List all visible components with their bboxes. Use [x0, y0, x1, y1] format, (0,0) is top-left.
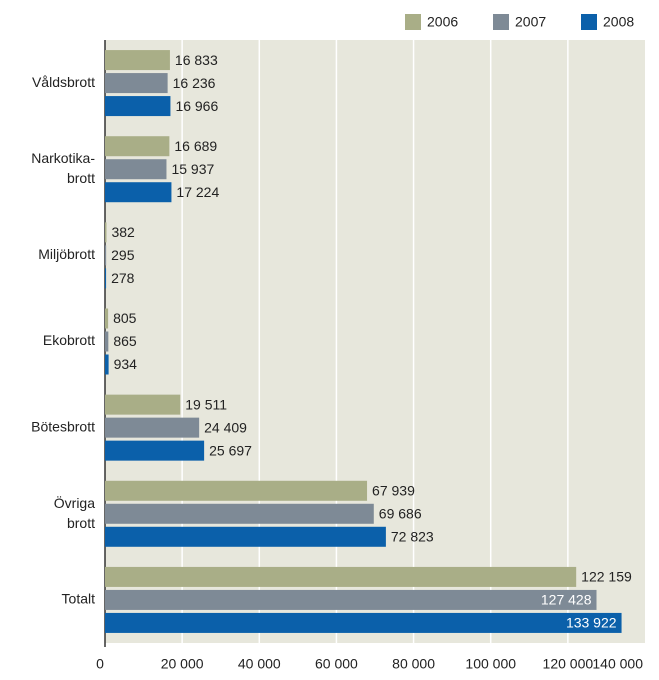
y-tick-label: Ekobrott	[43, 332, 95, 348]
value-label: 133 922	[566, 615, 617, 631]
value-label: 69 686	[379, 505, 422, 521]
value-label: 16 236	[173, 75, 216, 91]
bar	[105, 136, 170, 157]
legend-label: 2006	[427, 14, 458, 30]
x-tick-label: 80 000	[392, 656, 435, 672]
bar	[105, 354, 109, 375]
bar	[105, 417, 200, 438]
value-label: 16 966	[175, 98, 218, 114]
bar	[105, 331, 109, 352]
value-label: 805	[113, 310, 137, 326]
bar	[105, 182, 172, 203]
x-tick-label: 100 000	[465, 656, 516, 672]
bar	[105, 308, 109, 329]
value-label: 934	[114, 356, 138, 372]
bar	[105, 440, 205, 461]
bar	[105, 503, 374, 524]
y-tick-label: Våldsbrott	[32, 74, 95, 90]
bar	[105, 268, 107, 289]
value-label: 19 511	[185, 396, 227, 412]
x-tick-label: 0	[96, 656, 104, 672]
y-tick-label: Bötesbrott	[31, 418, 95, 434]
value-label: 24 409	[204, 419, 247, 435]
value-label: 15 937	[171, 161, 214, 177]
value-label: 865	[113, 333, 137, 349]
value-label: 122 159	[581, 569, 632, 585]
y-tick-label: Övriga brott	[54, 493, 95, 530]
legend-swatch	[581, 14, 597, 30]
bar	[105, 96, 171, 117]
bar	[105, 566, 577, 587]
value-label: 72 823	[391, 528, 434, 544]
value-label: 295	[111, 247, 135, 263]
bar	[105, 50, 170, 71]
x-tick-label: 40 000	[238, 656, 281, 672]
value-label: 16 833	[175, 52, 218, 68]
value-label: 16 689	[174, 138, 217, 154]
bar	[105, 612, 622, 633]
value-label: 25 697	[209, 442, 252, 458]
bar	[105, 394, 181, 415]
x-tick-label: 20 000	[161, 656, 204, 672]
legend-swatch	[493, 14, 509, 30]
y-tick-label: Narkotika-brott	[31, 150, 95, 186]
x-tick-label: 140 000	[592, 656, 643, 672]
legend-label: 2007	[515, 14, 546, 30]
legend-label: 2008	[603, 14, 634, 30]
y-tick-label: Miljöbrott	[38, 246, 95, 262]
legend-swatch	[405, 14, 421, 30]
bar	[105, 222, 107, 243]
value-label: 67 939	[372, 482, 415, 498]
value-label: 278	[111, 270, 135, 286]
value-label: 382	[111, 224, 135, 240]
bar	[105, 480, 368, 501]
bar	[105, 245, 107, 266]
bar	[105, 73, 168, 94]
bar	[105, 159, 167, 180]
y-tick-label: Totalt	[62, 591, 96, 607]
x-tick-label: 120 000	[543, 656, 594, 672]
bar	[105, 589, 597, 610]
value-label: 17 224	[176, 184, 219, 200]
x-tick-label: 60 000	[315, 656, 358, 672]
bar	[105, 526, 386, 547]
value-label: 127 428	[541, 592, 592, 608]
plot-background	[105, 40, 645, 643]
